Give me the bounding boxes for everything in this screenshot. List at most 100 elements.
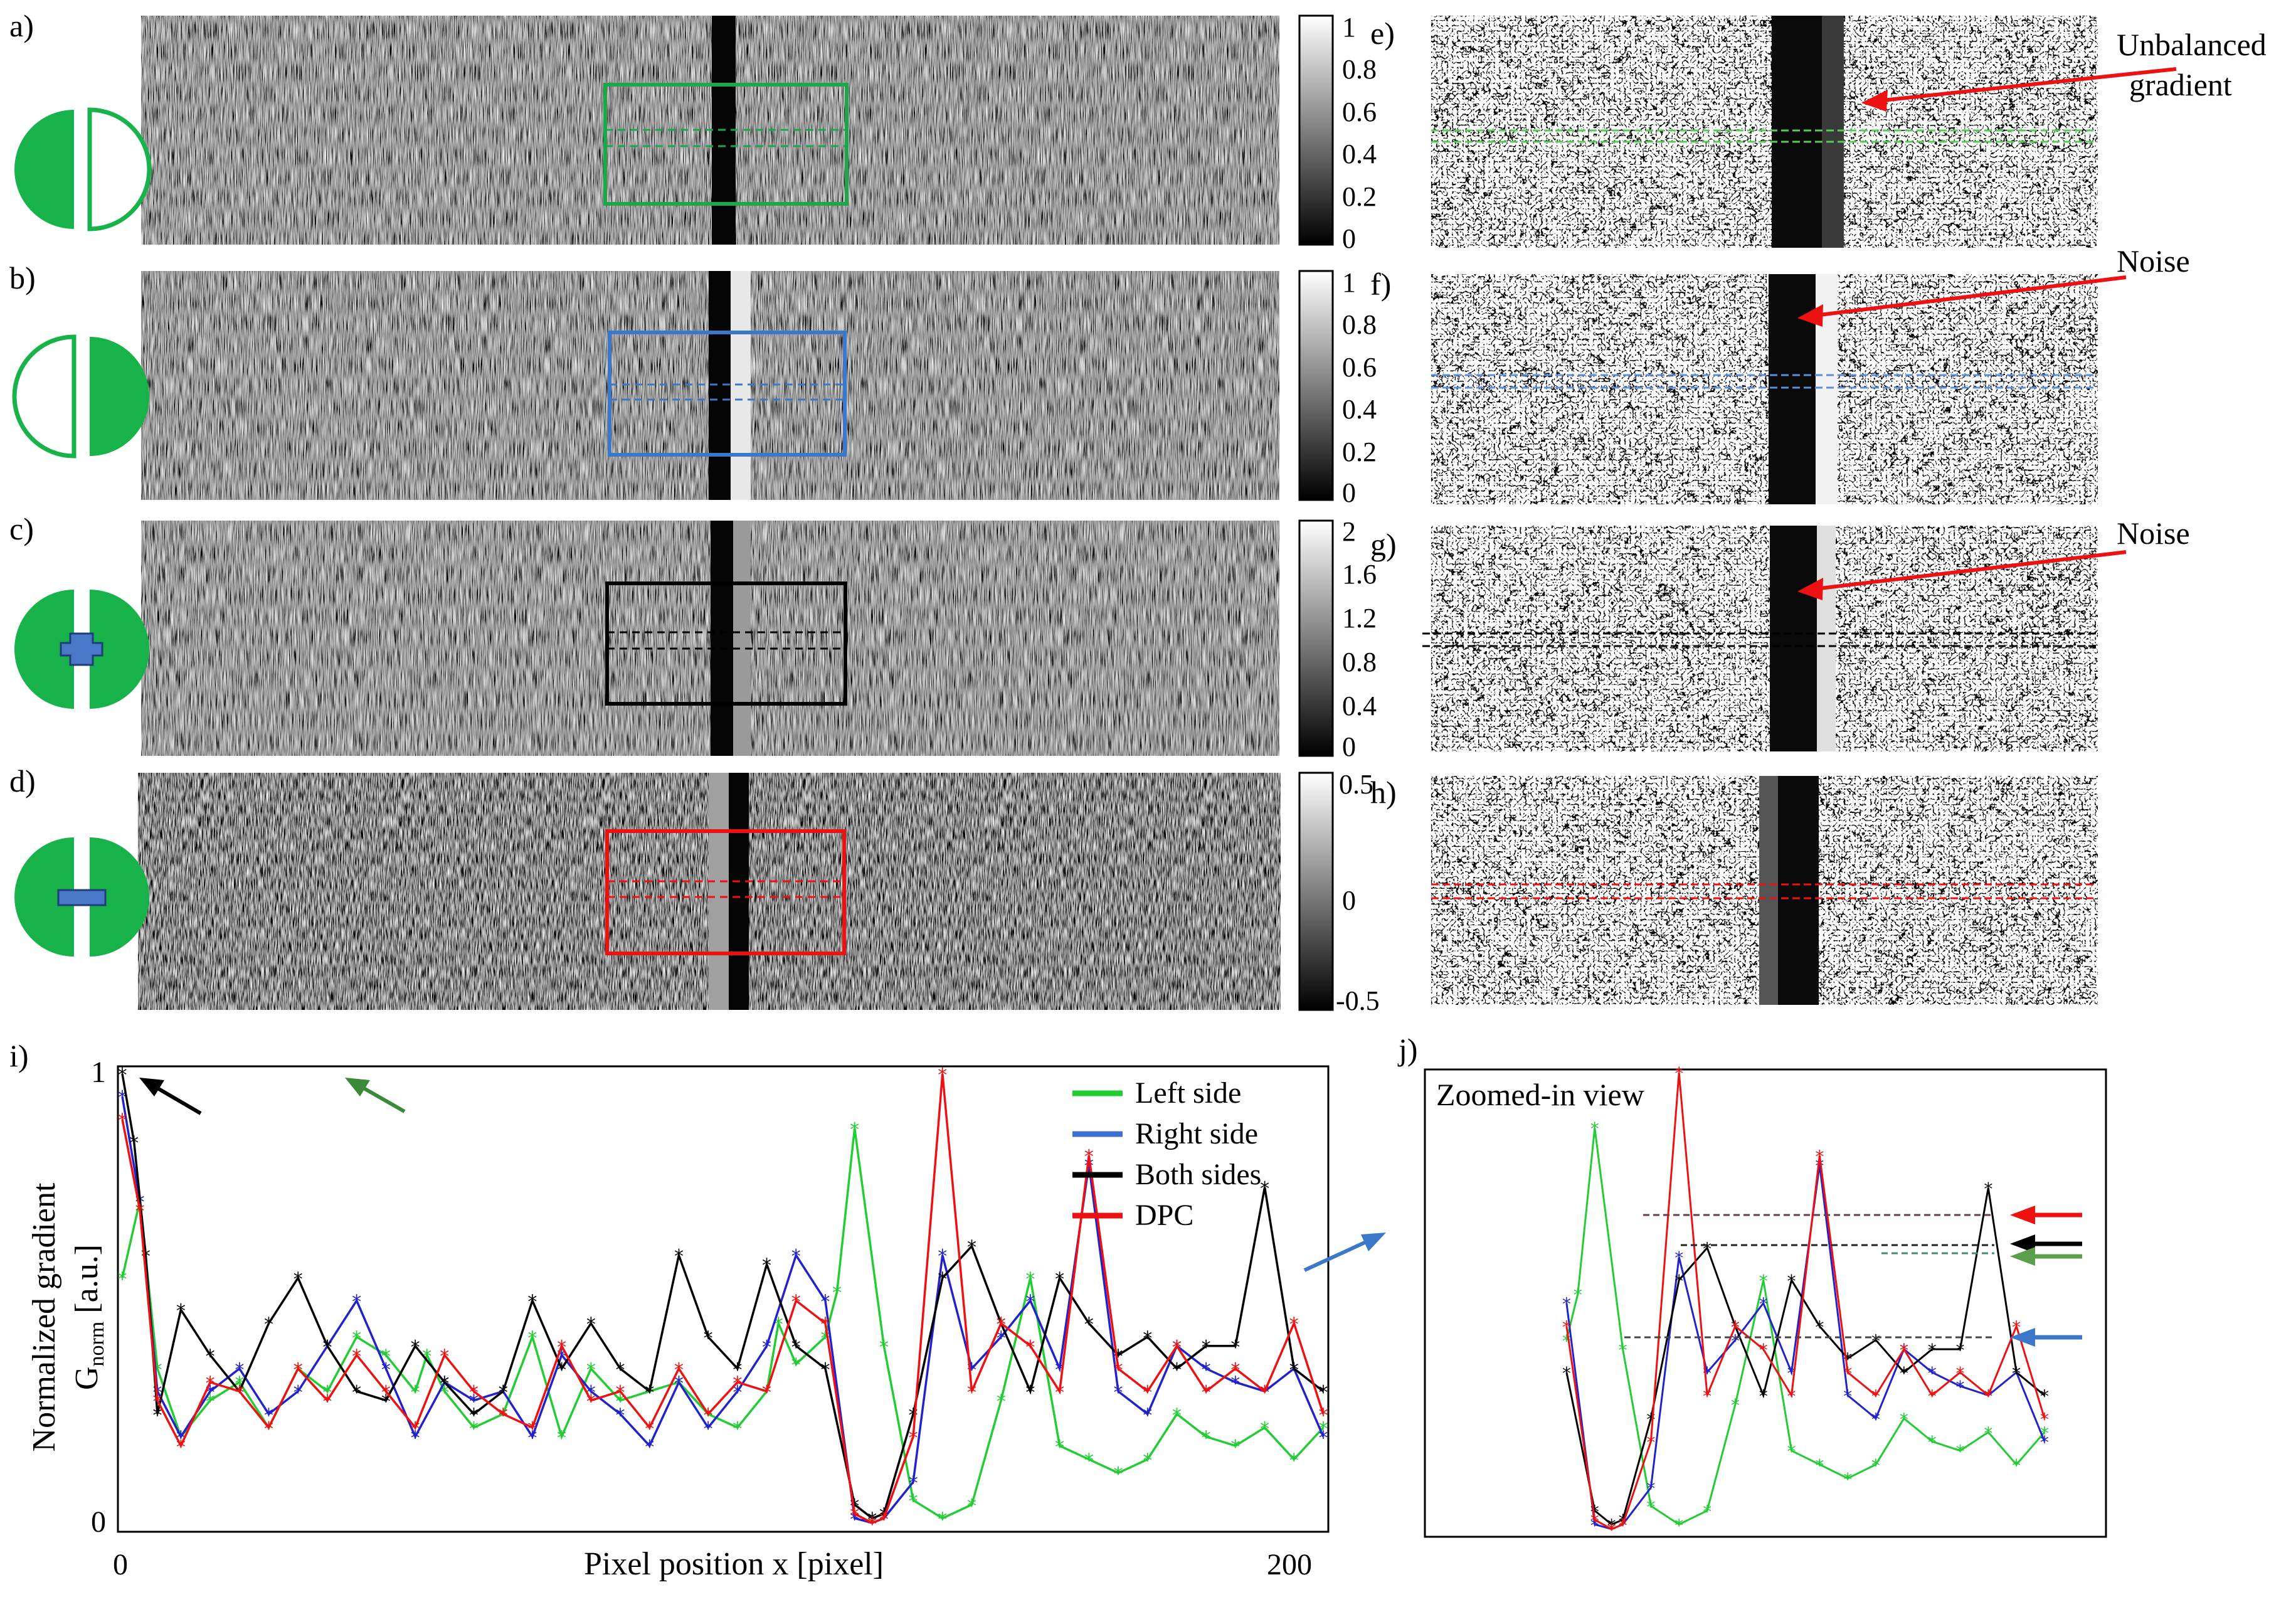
zoom-data-point-marker: *: [1956, 1363, 1965, 1384]
data-point-marker: *: [176, 1300, 186, 1322]
data-point-marker: *: [206, 1373, 215, 1395]
data-point-marker: *: [1202, 1382, 1211, 1404]
roi-box-a: [603, 83, 849, 206]
level-arrow-dpc-head: [2010, 1206, 2035, 1224]
data-point-marker: *: [1025, 1382, 1035, 1404]
zoom-data-point-marker: *: [1562, 1363, 1571, 1384]
half-disk-filled-icon: [90, 590, 149, 709]
data-point-marker: *: [440, 1345, 449, 1367]
data-point-marker: *: [704, 1404, 713, 1426]
zoom-data-point-marker: *: [1984, 1423, 1992, 1443]
data-point-marker: *: [867, 1514, 877, 1536]
roi-box-b: [608, 331, 847, 457]
data-point-marker: *: [645, 1436, 654, 1458]
chart-i-series-group: * * * * * * * * * * * * * * * * * * * * * * * * * * * * * * * * * * * * * * * *…: [118, 1064, 1328, 1536]
data-point-marker: *: [850, 1504, 859, 1526]
chart-i-ylabel-line1: Normalized gradient: [26, 1182, 62, 1451]
data-point-marker: *: [1260, 1418, 1269, 1440]
panel-labels: a) b) c) d) e) f) g) h) i) j): [9, 8, 1418, 1073]
green-pointer-arrow-head: [345, 1078, 370, 1096]
zoom-data-point-marker: *: [1607, 1520, 1616, 1541]
half-disk-filled-icon: [14, 590, 74, 709]
zoom-e-dark-band: [1772, 16, 1822, 248]
series-line-right-side: [121, 1096, 1325, 1524]
chart-i-frame: [117, 1065, 1330, 1533]
zoom-data-point-marker: *: [1928, 1386, 1937, 1407]
chart-i-ytick-0: 0: [91, 1505, 106, 1539]
data-point-marker: *: [1055, 1436, 1064, 1458]
data-point-marker: *: [733, 1382, 742, 1404]
data-point-marker: *: [499, 1382, 508, 1404]
data-point-marker: *: [997, 1327, 1006, 1349]
level-arrow-right-head: [2010, 1328, 2035, 1347]
data-point-marker: *: [1319, 1418, 1328, 1440]
colorbar-c-tick: 2: [1342, 516, 1356, 547]
data-point-marker: *: [1143, 1327, 1152, 1349]
colorbar-b-tick: 0.4: [1342, 394, 1377, 425]
data-point-marker: *: [1289, 1314, 1299, 1336]
panel-label-h: h): [1370, 775, 1397, 810]
data-point-marker: *: [1202, 1427, 1211, 1449]
colorbar-d-gradient: [1298, 772, 1334, 1011]
data-point-marker: *: [411, 1382, 420, 1404]
zoom-data-point-marker: *: [1674, 1063, 1683, 1084]
zoom-data-point-marker: *: [1646, 1478, 1655, 1499]
data-point-marker: *: [469, 1382, 479, 1404]
zoom-data-point-marker: *: [1928, 1340, 1937, 1361]
data-point-marker: *: [469, 1418, 479, 1440]
zoom-h-grey-band: [1759, 776, 1778, 1005]
data-point-marker: *: [129, 1132, 139, 1154]
icon-both-sides: [14, 590, 149, 709]
noise-f-arrow-line: [1819, 275, 2127, 317]
data-point-marker: *: [938, 1246, 947, 1268]
data-point-marker: *: [645, 1382, 654, 1404]
colorbar-a-tick: 0.2: [1342, 181, 1377, 212]
data-point-marker: *: [1202, 1337, 1211, 1359]
data-point-marker: *: [352, 1327, 361, 1349]
zoom-e-grey-band: [1822, 16, 1844, 248]
zoom-data-point-marker: *: [1619, 1515, 1627, 1536]
half-disk-outline-icon: [12, 334, 77, 459]
data-point-marker: *: [791, 1292, 801, 1313]
zoom-image-f: [1431, 274, 2098, 504]
data-point-marker: *: [967, 1495, 976, 1517]
colorbar-b-tick: 0.8: [1342, 309, 1377, 340]
legend-label-both: Both sides: [1135, 1158, 1261, 1191]
colorbar-b-gradient: [1298, 270, 1334, 501]
data-point-marker: *: [1319, 1382, 1328, 1404]
colorbar-c-tick: 0: [1342, 731, 1356, 762]
panel-f: [1431, 274, 2098, 504]
black-pointer-arrow-line: [154, 1085, 202, 1115]
colorbar-a: 1 0.8 0.6 0.4 0.2 0: [1298, 12, 1377, 254]
data-point-marker: *: [411, 1427, 420, 1449]
data-point-marker: *: [704, 1327, 713, 1349]
data-point-marker: *: [1055, 1382, 1064, 1404]
zoom-data-point-marker: *: [1956, 1377, 1965, 1398]
data-point-marker: *: [1114, 1463, 1123, 1485]
data-point-marker: *: [909, 1427, 918, 1449]
data-point-marker: *: [762, 1337, 771, 1359]
chart-i-ylabel: Normalized gradient Gnorm [a.u.]: [26, 1182, 108, 1451]
data-point-marker: *: [733, 1418, 742, 1440]
data-point-marker: *: [586, 1314, 596, 1336]
zoom-g-dark-band: [1770, 526, 1817, 751]
data-point-marker: *: [1230, 1337, 1240, 1359]
chart-j-frame: [1424, 1068, 2107, 1538]
zoom-data-point-marker: *: [1956, 1340, 1965, 1361]
chart-i-ylabel-sub: norm: [85, 1322, 108, 1367]
zoom-pointer-arrow-head: [1361, 1233, 1386, 1251]
data-point-marker: *: [118, 1268, 127, 1290]
data-point-marker: *: [176, 1427, 186, 1449]
data-point-marker: *: [1025, 1268, 1035, 1290]
zoom-data-point-marker: *: [1787, 1441, 1796, 1462]
series-line-both-sides: [121, 1073, 1325, 1520]
data-point-marker: *: [1114, 1359, 1123, 1381]
zoom-image-g: [1431, 526, 2098, 751]
chart-i-ylabel-gap: [69, 1313, 105, 1322]
annotations: Unbalanced gradient Noise Noise: [1797, 27, 2267, 600]
chart-i-ytick-1: 1: [91, 1056, 106, 1089]
data-point-marker: *: [294, 1382, 303, 1404]
data-point-marker: *: [586, 1359, 596, 1381]
colorbar-b: 1 0.8 0.6 0.4 0.2 0: [1298, 267, 1377, 508]
data-point-marker: *: [879, 1337, 889, 1359]
